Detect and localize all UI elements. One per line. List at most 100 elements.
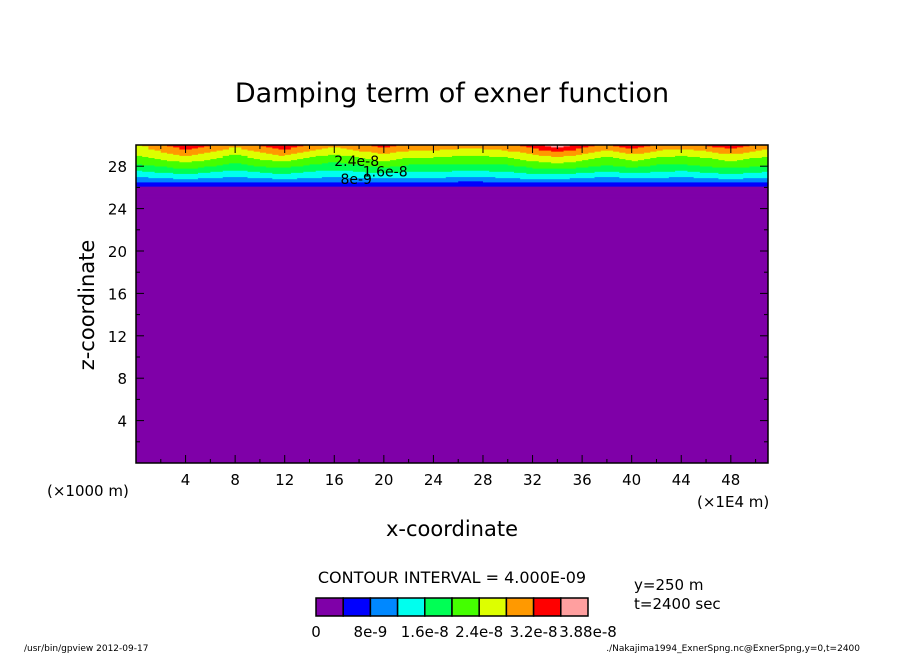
contour-interval: CONTOUR INTERVAL = 4.000E-09	[318, 568, 586, 587]
x-tick-label: 20	[374, 471, 393, 489]
contour-cell	[600, 164, 614, 167]
contour-cell	[136, 145, 149, 148]
footer-program: /usr/bin/gpview 2012-09-17	[24, 644, 148, 654]
contour-cell	[191, 160, 540, 163]
contour-cell	[507, 156, 602, 159]
contour-cell	[340, 146, 533, 149]
contour-cell	[712, 157, 750, 160]
contour-cell	[675, 155, 688, 157]
contour-cell	[408, 163, 509, 166]
contour-cell	[173, 172, 199, 174]
contour-cell	[625, 165, 639, 168]
contour-cell	[712, 145, 744, 148]
contour-cell	[309, 156, 360, 159]
contour-cell	[749, 157, 769, 160]
colorbar-swatch	[315, 597, 344, 617]
colorbar-swatch	[342, 597, 372, 617]
contour-cell	[662, 148, 694, 151]
contour-cell	[675, 170, 688, 172]
contour-cell	[737, 146, 769, 149]
contour-cell	[222, 163, 248, 166]
contour-cell	[526, 165, 589, 168]
contour-cell	[136, 160, 180, 163]
contour-cell	[315, 170, 354, 172]
contour-cell	[761, 164, 769, 167]
contour-cell	[136, 189, 769, 191]
x-tick-label: 36	[573, 471, 592, 489]
contour-cell	[718, 172, 744, 174]
contour-cell	[136, 181, 769, 184]
contour-field	[136, 144, 769, 463]
contour-cell	[650, 171, 701, 173]
contour-cell	[575, 147, 769, 150]
contour-cell	[136, 194, 769, 197]
contour-cell	[501, 148, 540, 151]
chart-title: Damping term of exner function	[235, 78, 669, 109]
contour-cell	[482, 180, 769, 183]
contour-cell	[222, 156, 248, 159]
contour-cell	[136, 172, 174, 174]
contour-cell	[247, 155, 316, 157]
contour-cell	[210, 171, 261, 173]
contour-cell	[290, 165, 378, 168]
contour-cell	[241, 146, 273, 149]
contour-cell	[588, 152, 626, 154]
contour-cell	[290, 172, 527, 174]
contour-cell	[136, 150, 162, 152]
contour-cell	[656, 163, 688, 166]
contour-cell	[551, 150, 564, 152]
contour-cell	[693, 176, 769, 179]
contour-cell	[197, 153, 273, 155]
contour-cell	[136, 165, 168, 168]
contour-cell	[136, 182, 769, 185]
contour-cell	[136, 173, 769, 175]
contour-cell	[699, 171, 763, 173]
contour-cell	[631, 159, 639, 162]
plot-frame	[135, 144, 769, 464]
contour-cell	[346, 176, 447, 179]
contour-cell	[290, 147, 323, 150]
contour-cell	[526, 145, 552, 148]
contour-cell	[303, 157, 366, 160]
contour-cell	[377, 159, 391, 162]
contour-cell	[538, 148, 577, 151]
colorbar-swatch	[424, 597, 453, 617]
colorbar-swatch	[505, 597, 535, 617]
contour-cell	[136, 151, 162, 153]
contour-cell	[259, 151, 304, 153]
contour-cell	[136, 177, 174, 180]
contour-cell	[588, 145, 620, 148]
contour-cell	[197, 172, 273, 174]
contour-cell	[588, 165, 626, 168]
contour-cell	[482, 147, 540, 150]
contour-cell	[210, 158, 261, 161]
contour-cell	[625, 158, 645, 161]
contour-cell	[309, 163, 360, 166]
contour-cell	[136, 175, 769, 178]
colorbar-label: 2.4e-8	[455, 623, 503, 641]
contour-cell	[650, 164, 701, 167]
contour-cell	[259, 158, 298, 161]
contour-cell	[303, 171, 366, 173]
contour-cell	[594, 151, 620, 153]
contour-cell	[222, 155, 248, 157]
contour-cell	[191, 154, 230, 156]
contour-cell	[272, 172, 292, 174]
colorbar-swatch	[532, 597, 562, 617]
contour-cell	[241, 154, 279, 156]
contour-cell	[520, 151, 595, 153]
contour-cell	[148, 156, 224, 159]
contour-cell	[136, 163, 143, 166]
contour-labels: 2.4e-81.6e-88e-9	[334, 154, 407, 188]
x-unit-label: (×1E4 m)	[697, 493, 769, 511]
contour-cell	[136, 190, 769, 192]
contour-cell	[644, 158, 719, 161]
contour-cell	[452, 170, 490, 172]
contour-cell	[136, 195, 769, 198]
footer-source: ./Nakajima1994_ExnerSpng.nc@ExnerSpng,y=…	[606, 644, 860, 654]
contour-cell	[166, 165, 205, 168]
contour-cell	[148, 146, 180, 149]
contour-cell	[340, 154, 540, 156]
contour-cell	[538, 160, 577, 163]
colorbar-label: 1.6e-8	[401, 623, 449, 641]
